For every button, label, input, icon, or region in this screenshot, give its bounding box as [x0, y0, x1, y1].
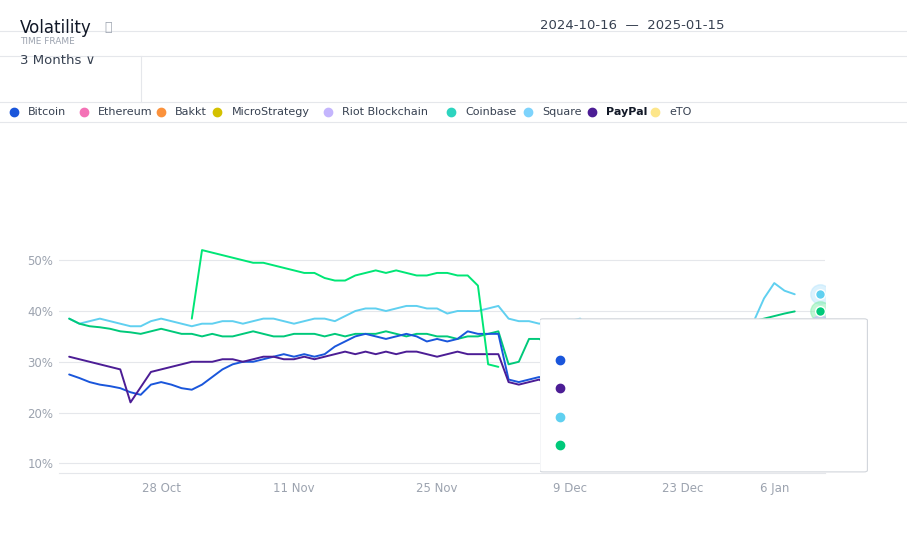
Text: TIME FRAME: TIME FRAME	[20, 37, 74, 47]
Text: 2024-10-16  —  2025-01-15: 2024-10-16 — 2025-01-15	[540, 19, 724, 32]
Text: Advanced Micro Devices:: Advanced Micro Devices:	[582, 440, 726, 450]
Text: 34.03%: 34.03%	[723, 355, 769, 365]
Text: 37.15%: 37.15%	[707, 383, 754, 393]
Text: Square: Square	[542, 107, 582, 117]
Text: Volatility: Volatility	[20, 19, 92, 37]
Text: Bakkt: Bakkt	[175, 107, 207, 117]
Text: Bitcoin:: Bitcoin:	[582, 355, 628, 365]
Text: 43.30%: 43.30%	[707, 411, 754, 422]
Text: MicroStrategy: MicroStrategy	[231, 107, 309, 117]
Text: PayPal: PayPal	[606, 107, 648, 117]
Text: 3 Months ∨: 3 Months ∨	[20, 54, 95, 66]
Text: PayPal:: PayPal:	[582, 383, 626, 393]
Text: Wednesday, 15 Jan 2025: Wednesday, 15 Jan 2025	[560, 327, 688, 337]
Text: Ethereum: Ethereum	[98, 107, 152, 117]
FancyBboxPatch shape	[540, 319, 867, 472]
Text: Riot Blockchain: Riot Blockchain	[342, 107, 428, 117]
Text: Nvidia:: Nvidia:	[582, 411, 625, 422]
Text: Bitcoin: Bitcoin	[28, 107, 66, 117]
Text: Coinbase: Coinbase	[465, 107, 517, 117]
Text: ⓘ: ⓘ	[104, 21, 112, 34]
Text: eTO: eTO	[669, 107, 692, 117]
